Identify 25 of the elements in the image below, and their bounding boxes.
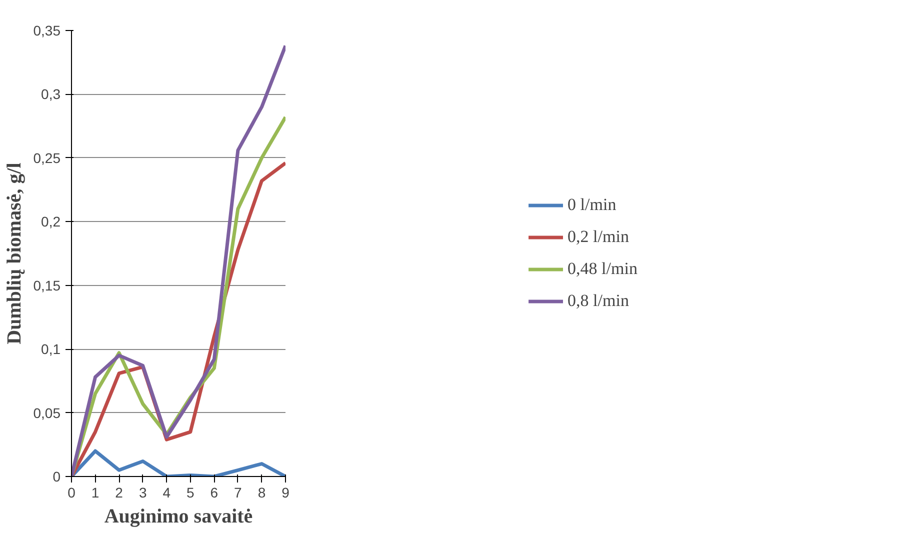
x-tick-label: 7 — [234, 484, 242, 500]
y-tick-label: 0,15 — [33, 277, 61, 294]
y-tick-label: 0,25 — [33, 150, 61, 166]
x-tick-label: 8 — [258, 484, 266, 500]
y-axis-title: Dumblių biomasė, g/l — [3, 162, 26, 344]
x-tick-label: 2 — [115, 484, 124, 500]
legend-label: 0,48 l/min — [568, 259, 638, 279]
x-tick-label: 4 — [162, 484, 171, 500]
x-tick-label: 0 — [68, 484, 76, 500]
x-tick-label: 9 — [282, 484, 290, 500]
x-tick-label: 1 — [91, 484, 100, 500]
line-series — [72, 44, 286, 476]
y-tick-label: 0,05 — [33, 404, 61, 421]
legend-label: 0,8 l/min — [568, 291, 629, 311]
x-tick-label: 5 — [186, 484, 194, 500]
x-axis-title: Auginimo savaitė — [104, 506, 253, 528]
y-tick-label: 0,3 — [41, 86, 61, 102]
x-tick-label: 3 — [138, 484, 147, 500]
legend-label: 0 l/min — [568, 195, 616, 215]
y-tick-label: 0,2 — [41, 214, 61, 230]
y-tick-label: 0,1 — [41, 341, 61, 358]
y-tick-label: 0 — [52, 468, 61, 484]
legend-label: 0,2 l/min — [568, 227, 629, 247]
y-tick-label: 0,35 — [33, 22, 61, 38]
x-tick-label: 6 — [210, 484, 218, 500]
